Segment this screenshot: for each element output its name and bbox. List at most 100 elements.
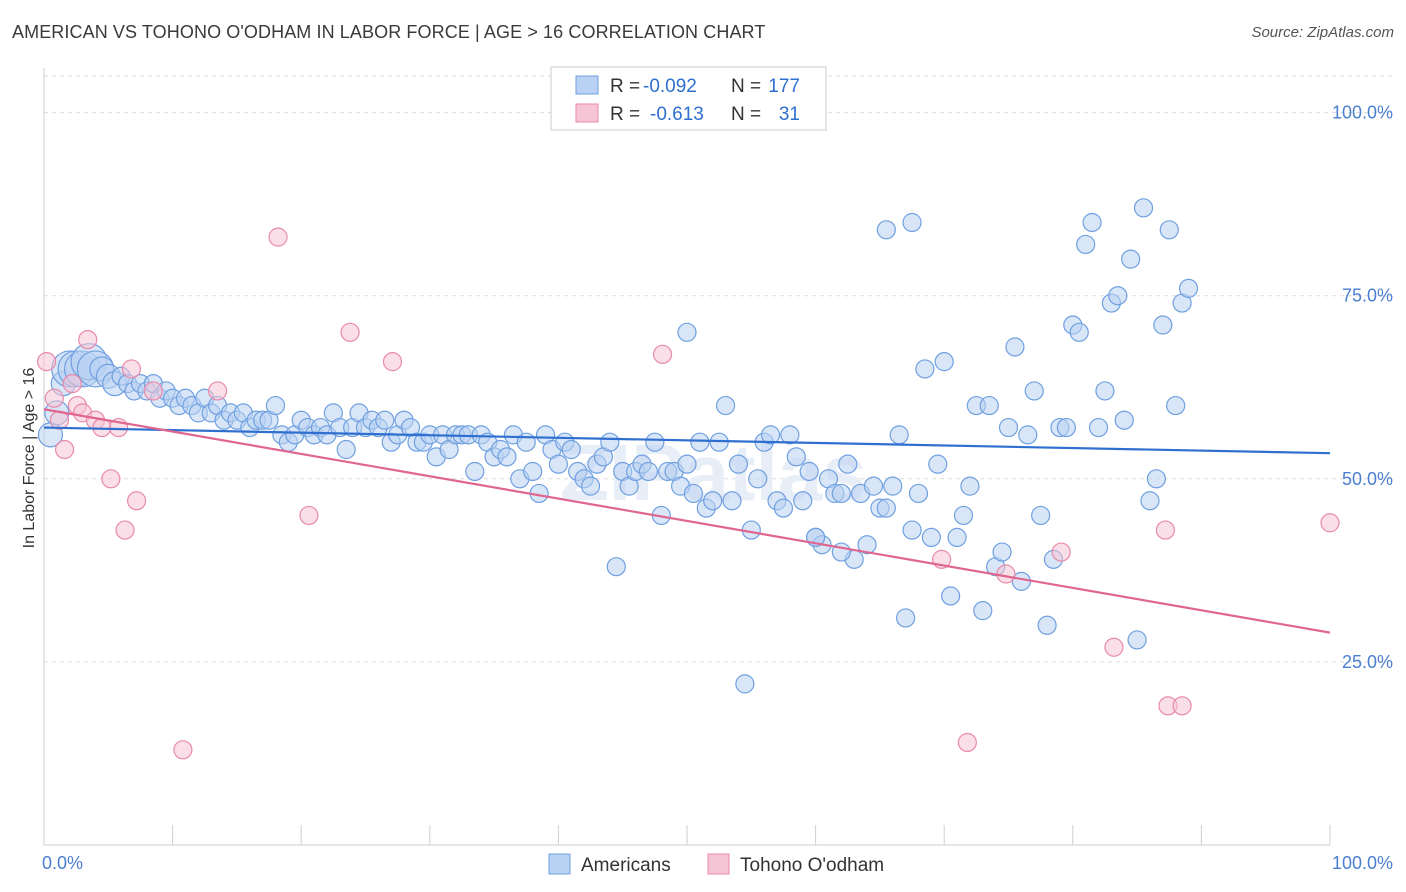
tohono-point-10 xyxy=(101,469,121,489)
legend-r-label-1: R = xyxy=(610,76,640,97)
americans-point-161 xyxy=(1076,234,1096,255)
americans-point-180 xyxy=(677,322,697,342)
americans-point-133 xyxy=(896,608,916,628)
legend-box: R = -0.092 N = 177 R = -0.613 N = 31 xyxy=(550,66,827,131)
americans-point-132 xyxy=(889,425,909,445)
americans-point-141 xyxy=(947,527,967,548)
americans-point-136 xyxy=(915,359,935,379)
tohono-point-17 xyxy=(208,381,228,401)
americans-point-173 xyxy=(1153,315,1173,335)
americans-point-175 xyxy=(1166,395,1186,416)
legend-r-value-2: -0.613 xyxy=(650,104,704,125)
americans-point-134 xyxy=(902,520,922,540)
americans-point-149 xyxy=(998,417,1019,438)
tohono-point-26 xyxy=(1051,542,1071,562)
americans-point-84 xyxy=(580,476,601,496)
americans-point-138 xyxy=(928,454,948,474)
tohono-point-18 xyxy=(268,227,288,247)
americans-point-71 xyxy=(497,447,517,467)
tohono-point-25 xyxy=(996,564,1016,584)
americans-point-145 xyxy=(973,601,993,621)
americans-point-179 xyxy=(902,212,922,233)
americans-point-163 xyxy=(1088,417,1109,438)
americans-point-164 xyxy=(1095,381,1115,401)
americans-point-168 xyxy=(1121,249,1141,269)
americans-point-139 xyxy=(934,352,954,372)
bottom-legend-label-americans: Americans xyxy=(581,855,671,876)
americans-point-81 xyxy=(561,439,581,460)
x-tick-label-max: 100.0% xyxy=(1332,853,1393,873)
americans-point-155 xyxy=(1037,615,1057,635)
tohono-point-7 xyxy=(78,330,98,350)
americans-point-162 xyxy=(1082,212,1102,233)
tohono-point-0 xyxy=(36,352,57,372)
tohono-point-16 xyxy=(173,740,193,760)
americans-point-178 xyxy=(876,220,896,240)
legend-swatch-tohono xyxy=(575,103,599,123)
y-tick-label-3: 25.0% xyxy=(1342,652,1393,672)
grid-lines xyxy=(44,75,1392,663)
americans-point-142 xyxy=(953,505,974,526)
tohono-point-13 xyxy=(121,359,142,379)
americans-point-150 xyxy=(1005,337,1025,357)
americans-point-117 xyxy=(793,491,813,511)
americans-point-99 xyxy=(677,454,697,474)
americans-point-167 xyxy=(1114,410,1134,430)
americans-point-116 xyxy=(786,447,806,467)
x-tick-label-min: 0.0% xyxy=(42,853,83,873)
americans-point-108 xyxy=(735,674,755,694)
americans-point-158 xyxy=(1056,417,1076,438)
americans-point-87 xyxy=(600,432,620,452)
source-credit: Source: ZipAtlas.com xyxy=(1251,24,1394,41)
americans-point-46 xyxy=(336,439,356,460)
americans-point-66 xyxy=(465,461,485,482)
americans-point-88 xyxy=(606,557,626,577)
americans-point-79 xyxy=(548,454,569,474)
americans-point-114 xyxy=(773,498,794,518)
series-tohono xyxy=(36,227,1340,760)
legend-n-label-2: N = xyxy=(731,104,761,125)
tohono-point-4 xyxy=(62,374,82,394)
americans-point-148 xyxy=(992,542,1012,562)
legend-swatch-americans xyxy=(575,75,599,95)
americans-point-146 xyxy=(979,395,999,416)
americans-point-118 xyxy=(799,461,819,482)
americans-point-103 xyxy=(703,491,723,511)
series-americans xyxy=(37,198,1199,694)
legend-r-label-2: R = xyxy=(610,104,640,125)
americans-point-169 xyxy=(1127,630,1147,650)
legend-n-value-1: 177 xyxy=(768,76,800,97)
americans-point-153 xyxy=(1024,381,1044,401)
tohono-point-24 xyxy=(957,732,977,753)
tohono-point-30 xyxy=(1172,696,1192,716)
americans-trend-line xyxy=(43,426,1331,455)
chart-title: AMERICAN VS TOHONO O'ODHAM IN LABOR FORC… xyxy=(12,22,766,42)
americans-point-137 xyxy=(921,527,941,548)
trend-lines xyxy=(43,408,1331,634)
tohono-point-20 xyxy=(340,322,360,342)
americans-point-152 xyxy=(1018,425,1038,445)
tohono-point-12 xyxy=(115,520,135,540)
tohono-point-1 xyxy=(44,388,64,408)
americans-point-100 xyxy=(683,483,704,504)
tohono-point-31 xyxy=(1320,513,1340,533)
legend-n-label-1: N = xyxy=(731,76,761,97)
bottom-legend-swatch-americans xyxy=(548,853,571,875)
tohono-point-19 xyxy=(299,505,319,526)
bottom-legend-swatch-tohono xyxy=(707,853,730,875)
legend-r-value-1: -0.092 xyxy=(643,76,697,97)
americans-point-127 xyxy=(857,535,877,555)
americans-point-75 xyxy=(523,461,543,482)
axes xyxy=(43,68,1331,846)
americans-point-143 xyxy=(960,476,980,496)
americans-point-94 xyxy=(645,432,665,452)
legend-n-value-2: 31 xyxy=(779,104,800,125)
americans-point-174 xyxy=(1159,220,1179,240)
americans-point-74 xyxy=(516,432,536,452)
americans-point-130 xyxy=(876,498,896,518)
americans-point-128 xyxy=(863,476,884,496)
y-tick-label-1: 75.0% xyxy=(1342,286,1393,306)
americans-point-35 xyxy=(265,395,286,416)
americans-point-170 xyxy=(1133,198,1154,218)
americans-point-177 xyxy=(1178,278,1199,298)
